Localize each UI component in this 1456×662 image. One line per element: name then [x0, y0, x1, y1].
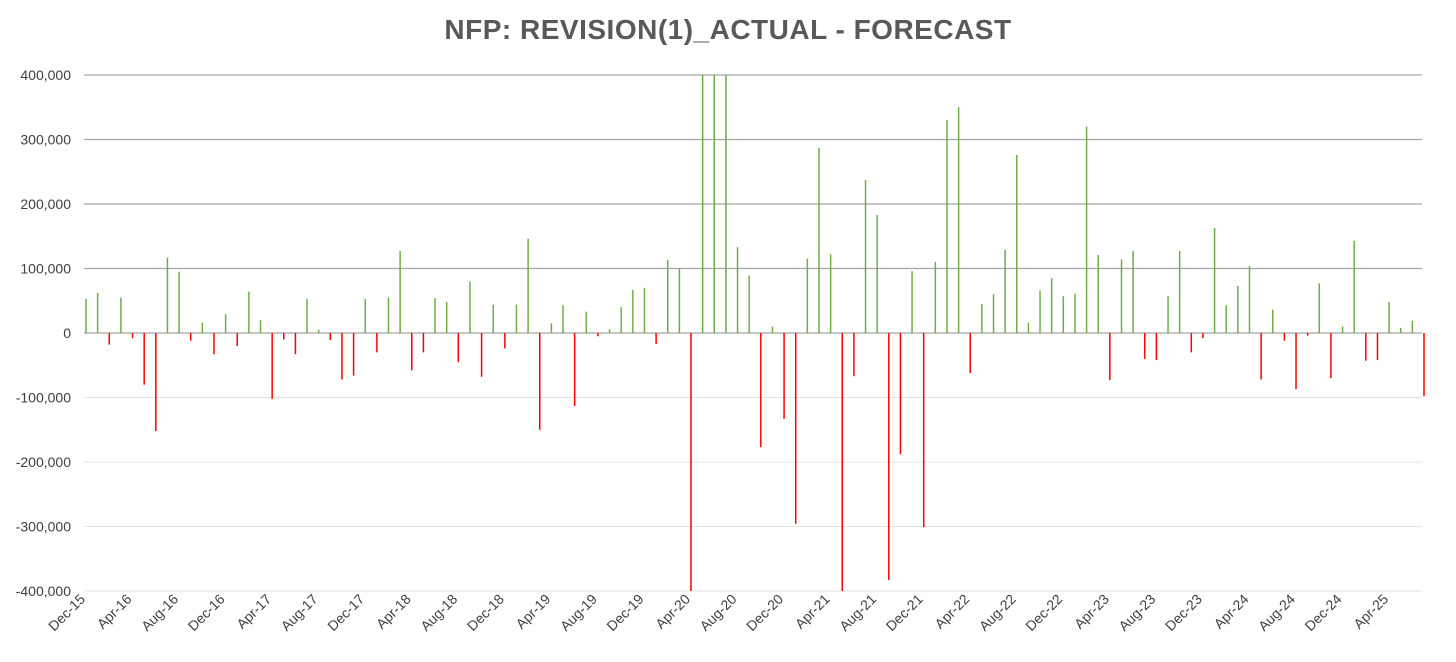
x-tick-label: Aug-18 — [417, 591, 460, 634]
x-tick-label: Aug-23 — [1115, 591, 1158, 634]
x-tick-label: Apr-22 — [931, 591, 972, 632]
x-tick-label: Aug-19 — [557, 591, 600, 634]
x-tick-label: Aug-21 — [836, 591, 879, 634]
x-tick-label: Dec-19 — [603, 591, 646, 634]
x-tick-label: Apr-18 — [373, 591, 414, 632]
x-tick-label: Apr-19 — [512, 591, 553, 632]
x-tick-label: Aug-17 — [278, 591, 321, 634]
x-tick-label: Dec-18 — [464, 591, 507, 634]
x-tick-label: Apr-24 — [1211, 591, 1252, 632]
x-tick-label: Apr-25 — [1350, 591, 1391, 632]
x-tick-label: Apr-21 — [792, 591, 833, 632]
x-tick-label: Dec-17 — [324, 591, 367, 634]
x-tick-label: Dec-22 — [1022, 591, 1065, 634]
x-tick-label: Dec-20 — [743, 591, 786, 634]
x-tick-label: Apr-16 — [94, 591, 135, 632]
y-tick-label: -400,000 — [16, 583, 71, 599]
x-tick-label: Apr-17 — [233, 591, 274, 632]
x-tick-label: Apr-23 — [1071, 591, 1112, 632]
chart-title: NFP: REVISION(1)_ACTUAL - FORECAST — [444, 14, 1012, 45]
y-tick-label: 100,000 — [20, 261, 71, 277]
y-tick-label: -200,000 — [16, 454, 71, 470]
y-tick-label: 400,000 — [20, 67, 71, 83]
y-tick-label: 200,000 — [20, 196, 71, 212]
x-tick-label: Aug-20 — [696, 591, 739, 634]
x-tick-label: Aug-16 — [138, 591, 181, 634]
x-tick-label: Apr-20 — [652, 591, 693, 632]
x-tick-label: Dec-23 — [1162, 591, 1205, 634]
x-tick-label: Aug-22 — [976, 591, 1019, 634]
y-tick-label: 0 — [63, 325, 71, 341]
x-tick-label: Aug-24 — [1255, 591, 1298, 634]
y-tick-label: -300,000 — [16, 519, 71, 535]
x-tick-label: Dec-16 — [185, 591, 228, 634]
y-tick-label: -100,000 — [16, 390, 71, 406]
x-tick-label: Dec-21 — [883, 591, 926, 634]
x-tick-label: Dec-24 — [1301, 591, 1344, 634]
y-tick-label: 300,000 — [20, 132, 71, 148]
